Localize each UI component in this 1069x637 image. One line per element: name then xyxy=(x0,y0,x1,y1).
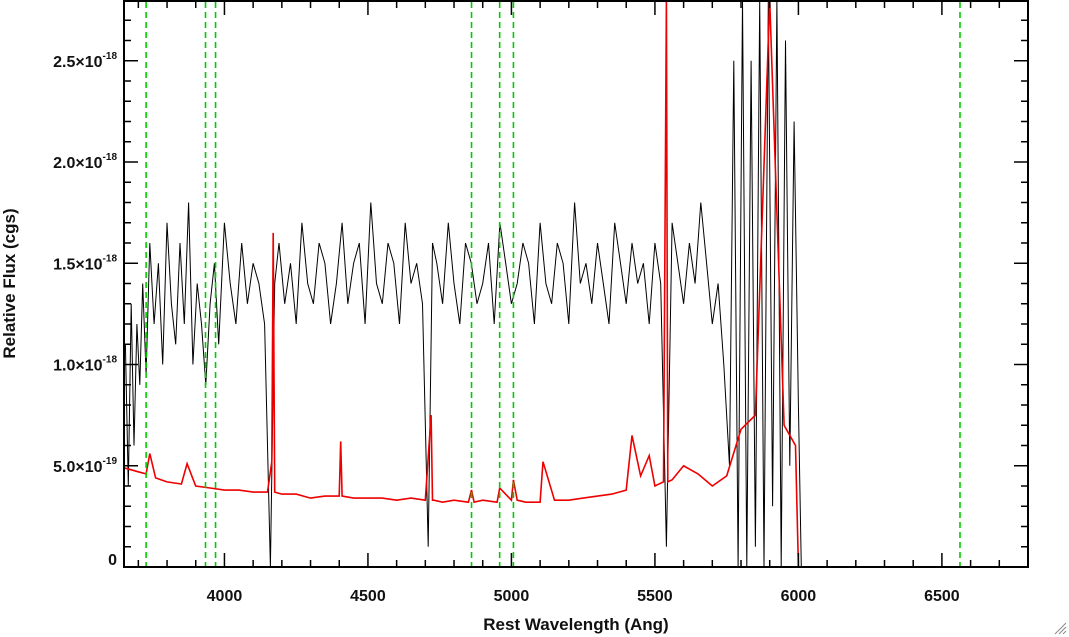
y-tick-label: 1.0×10-18 xyxy=(53,355,117,375)
plot-frame xyxy=(123,0,1029,568)
series-layer xyxy=(123,0,1028,568)
resize-grip-icon[interactable] xyxy=(1053,621,1067,635)
x-tick-label: 5000 xyxy=(494,588,530,605)
y-tick-label: 0 xyxy=(108,552,117,569)
x-tick-label: 6000 xyxy=(781,588,817,605)
y-tick-label: 2.0×10-18 xyxy=(53,152,117,172)
y-tick-label: 5.0×10-19 xyxy=(53,456,117,476)
spectrum-series-1 xyxy=(124,0,1028,568)
spectrum-series-2 xyxy=(123,0,1028,568)
x-tick-label: 5500 xyxy=(637,588,673,605)
tick-labels: 4000 4500 5000 5500 6000 6500 0 5.0×10-19 1.0×10… xyxy=(53,51,960,605)
y-tick-label: 2.5×10-18 xyxy=(53,51,117,71)
y-axis-title: Relative Flux (cgs) xyxy=(0,208,19,358)
x-tick-label: 4500 xyxy=(350,588,386,605)
x-tick-label: 4000 xyxy=(207,588,243,605)
y-tick-label: 1.5×10-18 xyxy=(53,253,117,273)
x-tick-label: 6500 xyxy=(924,588,960,605)
axis-ticks xyxy=(124,1,1029,568)
x-axis-title: Rest Wavelength (Ang) xyxy=(483,615,668,634)
emission-line-markers xyxy=(145,2,961,566)
